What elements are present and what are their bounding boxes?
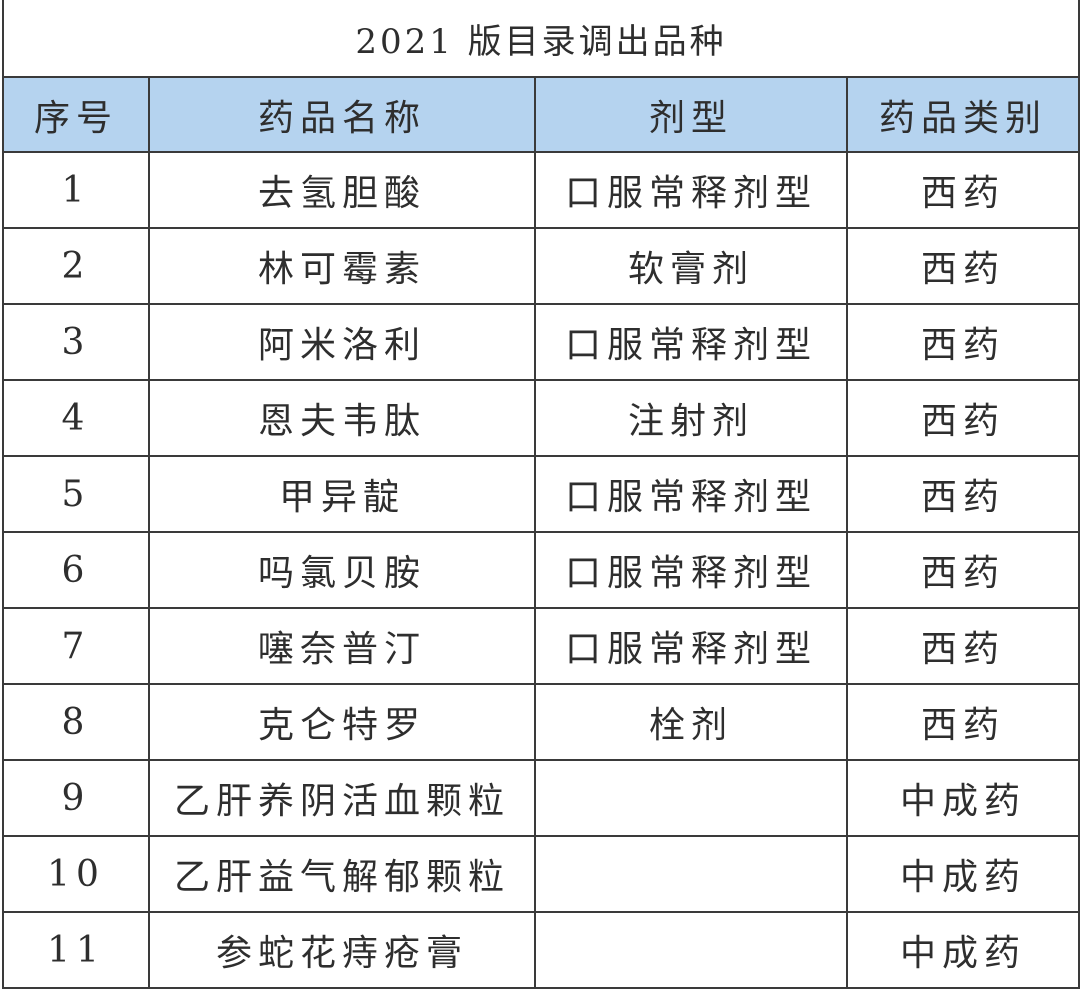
drug-name: 阿米洛利 — [148, 303, 536, 381]
table-row: 8 克仑特罗 栓剂 西药 — [2, 683, 1080, 761]
row-number: 3 — [2, 303, 150, 381]
drug-category: 中成药 — [845, 911, 1080, 989]
dosage-form: 注射剂 — [534, 379, 848, 457]
dosage-form: 栓剂 — [534, 683, 848, 761]
row-number: 6 — [2, 531, 150, 609]
table-row: 4 恩夫韦肽 注射剂 西药 — [2, 379, 1080, 457]
dosage-form — [534, 911, 848, 989]
drug-name: 乙肝养阴活血颗粒 — [148, 759, 536, 837]
drug-category: 西药 — [845, 531, 1080, 609]
drug-category: 西药 — [845, 455, 1080, 533]
table-row: 1 去氢胆酸 口服常释剂型 西药 — [2, 151, 1080, 229]
header-drug-name: 药品名称 — [148, 76, 536, 153]
dosage-form — [534, 759, 848, 837]
table-row: 5 甲异靛 口服常释剂型 西药 — [2, 455, 1080, 533]
drug-category: 西药 — [845, 227, 1080, 305]
row-number: 10 — [2, 835, 150, 913]
dosage-form: 口服常释剂型 — [534, 303, 848, 381]
drug-category: 西药 — [845, 379, 1080, 457]
row-number: 7 — [2, 607, 150, 685]
drug-name: 克仑特罗 — [148, 683, 536, 761]
drug-category: 中成药 — [845, 835, 1080, 913]
table-row: 7 噻奈普汀 口服常释剂型 西药 — [2, 607, 1080, 685]
drug-name: 去氢胆酸 — [148, 151, 536, 229]
drug-name: 恩夫韦肽 — [148, 379, 536, 457]
header-category: 药品类别 — [845, 76, 1080, 153]
row-number: 2 — [2, 227, 150, 305]
row-number: 1 — [2, 151, 150, 229]
table-title-row: 2021 版目录调出品种 — [1, 0, 1080, 78]
drug-name: 噻奈普汀 — [148, 607, 536, 685]
drug-name: 乙肝益气解郁颗粒 — [148, 835, 536, 913]
row-number: 8 — [2, 683, 150, 761]
table-row: 9 乙肝养阴活血颗粒 中成药 — [2, 759, 1080, 837]
header-row: 序号 药品名称 剂型 药品类别 — [2, 76, 1080, 153]
table-row: 2 林可霉素 软膏剂 西药 — [2, 227, 1080, 305]
drug-category: 中成药 — [845, 759, 1080, 837]
drug-name: 参蛇花痔疮膏 — [148, 911, 536, 989]
drug-category: 西药 — [845, 607, 1080, 685]
dosage-form: 口服常释剂型 — [534, 151, 848, 229]
row-number: 4 — [2, 379, 150, 457]
table-row: 10 乙肝益气解郁颗粒 中成药 — [2, 835, 1080, 913]
table-row: 11 参蛇花痔疮膏 中成药 — [2, 911, 1080, 989]
header-dosage-form: 剂型 — [534, 76, 848, 153]
row-number: 9 — [2, 759, 150, 837]
row-number: 11 — [2, 911, 150, 989]
table-row: 6 吗氯贝胺 口服常释剂型 西药 — [2, 531, 1080, 609]
drug-name: 吗氯贝胺 — [148, 531, 536, 609]
row-number: 5 — [2, 455, 150, 533]
drug-name: 甲异靛 — [148, 455, 536, 533]
drug-name: 林可霉素 — [148, 227, 536, 305]
dosage-form: 口服常释剂型 — [534, 531, 848, 609]
dosage-form: 口服常释剂型 — [534, 455, 848, 533]
drug-category: 西药 — [845, 303, 1080, 381]
table-title: 2021 版目录调出品种 — [1, 0, 1080, 78]
drug-category: 西药 — [845, 151, 1080, 229]
table-row: 3 阿米洛利 口服常释剂型 西药 — [2, 303, 1080, 381]
dosage-form — [534, 835, 848, 913]
dosage-form: 口服常释剂型 — [534, 607, 848, 685]
header-number: 序号 — [2, 76, 150, 153]
drug-category: 西药 — [845, 683, 1080, 761]
dosage-form: 软膏剂 — [534, 227, 848, 305]
